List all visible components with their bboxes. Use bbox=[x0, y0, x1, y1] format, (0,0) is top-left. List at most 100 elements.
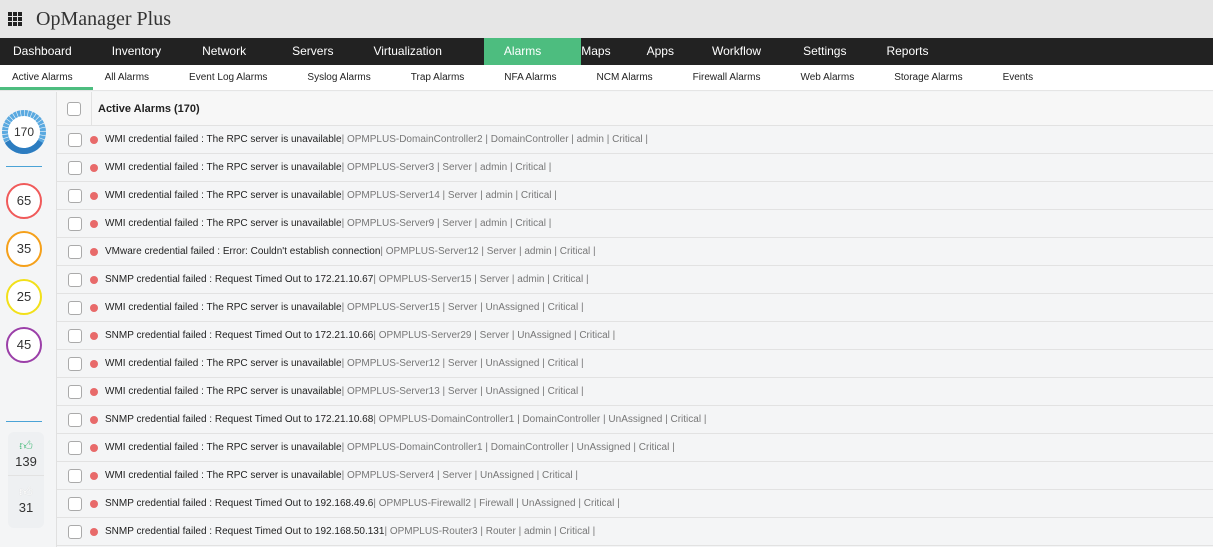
subtab-storage-alarms[interactable]: Storage Alarms bbox=[894, 72, 963, 83]
nav-virtualization[interactable]: Virtualization bbox=[373, 44, 442, 58]
divider bbox=[6, 166, 42, 167]
subtab-active-alarms[interactable]: Active Alarms bbox=[0, 65, 93, 90]
alarm-message[interactable]: WMI credential failed : The RPC server i… bbox=[105, 218, 342, 229]
row-checkbox[interactable] bbox=[68, 356, 82, 371]
nav-maps[interactable]: Maps bbox=[581, 44, 611, 58]
critical-severity-icon bbox=[90, 191, 98, 200]
thumbs-up-outline-icon: 👍︎ bbox=[19, 484, 33, 499]
subtab-syslog-alarms[interactable]: Syslog Alarms bbox=[307, 72, 371, 83]
subtab-nfa-alarms[interactable]: NFA Alarms bbox=[504, 72, 557, 83]
subtab-event-log-alarms[interactable]: Event Log Alarms bbox=[189, 72, 268, 83]
alarm-subnav: Active Alarms All Alarms Event Log Alarms S… bbox=[0, 65, 1213, 91]
nav-servers[interactable]: Servers bbox=[292, 44, 334, 58]
alarm-row[interactable]: SNMP credential failed : Request Timed O… bbox=[57, 518, 1213, 546]
alarm-row[interactable]: SNMP credential failed : Request Timed O… bbox=[57, 406, 1213, 434]
alarm-message[interactable]: WMI credential failed : The RPC server i… bbox=[105, 190, 342, 201]
divider bbox=[6, 421, 42, 422]
app-header: OpManager Plus bbox=[0, 0, 1213, 38]
alarm-message[interactable]: WMI credential failed : The RPC server i… bbox=[105, 302, 342, 313]
alarm-row[interactable]: WMI credential failed : The RPC server i… bbox=[57, 210, 1213, 238]
major-count[interactable]: 35 bbox=[6, 231, 42, 267]
alarm-details: | OPMPLUS-Server15 | Server | admin | Cr… bbox=[373, 274, 589, 285]
unacknowledged[interactable]: 👍︎ 31 bbox=[8, 475, 44, 515]
nav-apps[interactable]: Apps bbox=[646, 44, 674, 58]
critical-count[interactable]: 65 bbox=[6, 183, 42, 219]
alarm-row[interactable]: WMI credential failed : The RPC server i… bbox=[57, 378, 1213, 406]
alarm-row[interactable]: SNMP credential failed : Request Timed O… bbox=[57, 490, 1213, 518]
critical-severity-icon bbox=[90, 527, 98, 536]
alarm-message[interactable]: WMI credential failed : The RPC server i… bbox=[105, 134, 342, 145]
alarm-message[interactable]: WMI credential failed : The RPC server i… bbox=[105, 386, 342, 397]
nav-reports[interactable]: Reports bbox=[886, 44, 929, 58]
total-alarms-donut[interactable]: 170 bbox=[1, 109, 47, 155]
alarm-message[interactable]: SNMP credential failed : Request Timed O… bbox=[105, 274, 374, 285]
alarm-details: | OPMPLUS-DomainController2 | DomainCont… bbox=[341, 134, 649, 145]
critical-severity-icon bbox=[90, 387, 98, 396]
warning-count[interactable]: 45 bbox=[6, 327, 42, 363]
alarm-message[interactable]: WMI credential failed : The RPC server i… bbox=[105, 358, 342, 369]
alarm-message[interactable]: SNMP credential failed : Request Timed O… bbox=[105, 498, 374, 509]
alarm-details: | OPMPLUS-Server12 | Server | admin | Cr… bbox=[380, 246, 596, 257]
row-checkbox[interactable] bbox=[68, 384, 82, 399]
nav-dashboard[interactable]: Dashboard bbox=[13, 44, 72, 58]
subtab-ncm-alarms[interactable]: NCM Alarms bbox=[596, 72, 653, 83]
subtab-trap-alarms[interactable]: Trap Alarms bbox=[410, 72, 465, 83]
row-checkbox[interactable] bbox=[68, 328, 82, 343]
subtab-web-alarms[interactable]: Web Alarms bbox=[800, 72, 855, 83]
nav-settings[interactable]: Settings bbox=[803, 44, 847, 58]
app-title: OpManager Plus bbox=[36, 7, 171, 30]
alarm-row[interactable]: VMware credential failed : Error: Couldn… bbox=[57, 238, 1213, 266]
minor-count[interactable]: 25 bbox=[6, 279, 42, 315]
alarm-message[interactable]: SNMP credential failed : Request Timed O… bbox=[105, 526, 385, 537]
row-checkbox[interactable] bbox=[68, 412, 82, 427]
alarm-details: | OPMPLUS-Router3 | Router | admin | Cri… bbox=[384, 526, 596, 537]
alarm-details: | OPMPLUS-Server3 | Server | admin | Cri… bbox=[341, 162, 552, 173]
alarm-row[interactable]: WMI credential failed : The RPC server i… bbox=[57, 294, 1213, 322]
alarm-list: Active Alarms (170) WMI credential faile… bbox=[57, 91, 1213, 547]
alarm-row[interactable]: WMI credential failed : The RPC server i… bbox=[57, 154, 1213, 182]
row-checkbox[interactable] bbox=[68, 496, 82, 511]
critical-severity-icon bbox=[90, 415, 98, 424]
critical-severity-icon bbox=[90, 471, 98, 480]
ack-panel: 👍︎ 139 👍︎ 31 bbox=[8, 432, 44, 528]
alarm-message[interactable]: SNMP credential failed : Request Timed O… bbox=[105, 414, 374, 425]
row-checkbox[interactable] bbox=[68, 132, 82, 147]
row-checkbox[interactable] bbox=[68, 188, 82, 203]
alarm-row[interactable]: WMI credential failed : The RPC server i… bbox=[57, 462, 1213, 490]
nav-workflow[interactable]: Workflow bbox=[711, 44, 762, 58]
subtab-firewall-alarms[interactable]: Firewall Alarms bbox=[692, 72, 761, 83]
nav-network[interactable]: Network bbox=[202, 44, 247, 58]
alarm-details: | OPMPLUS-Server9 | Server | admin | Cri… bbox=[341, 218, 552, 229]
alarm-row[interactable]: SNMP credential failed : Request Timed O… bbox=[57, 266, 1213, 294]
row-checkbox[interactable] bbox=[68, 524, 82, 539]
nav-inventory[interactable]: Inventory bbox=[111, 44, 162, 58]
row-checkbox[interactable] bbox=[68, 272, 82, 287]
alarm-row[interactable]: WMI credential failed : The RPC server i… bbox=[57, 434, 1213, 462]
subtab-events[interactable]: Events bbox=[1002, 72, 1034, 83]
row-checkbox[interactable] bbox=[68, 468, 82, 483]
critical-severity-icon bbox=[90, 499, 98, 508]
alarm-message[interactable]: WMI credential failed : The RPC server i… bbox=[105, 470, 342, 481]
nav-alarms[interactable]: Alarms bbox=[483, 38, 582, 65]
alarm-message[interactable]: WMI credential failed : The RPC server i… bbox=[105, 162, 342, 173]
alarm-row[interactable]: WMI credential failed : The RPC server i… bbox=[57, 126, 1213, 154]
alarm-message[interactable]: VMware credential failed : Error: Couldn… bbox=[105, 246, 381, 257]
app-grid-icon[interactable] bbox=[8, 11, 23, 27]
acknowledged[interactable]: 👍︎ 139 bbox=[8, 432, 44, 469]
alarm-row[interactable]: WMI credential failed : The RPC server i… bbox=[57, 350, 1213, 378]
critical-severity-icon bbox=[90, 303, 98, 312]
row-checkbox[interactable] bbox=[68, 160, 82, 175]
row-checkbox[interactable] bbox=[68, 300, 82, 315]
alarm-message[interactable]: WMI credential failed : The RPC server i… bbox=[105, 442, 342, 453]
row-checkbox[interactable] bbox=[68, 440, 82, 455]
row-checkbox[interactable] bbox=[68, 244, 82, 259]
alarm-message[interactable]: SNMP credential failed : Request Timed O… bbox=[105, 330, 374, 341]
alarm-row[interactable]: WMI credential failed : The RPC server i… bbox=[57, 182, 1213, 210]
acknowledged-count: 139 bbox=[15, 454, 37, 469]
alarm-row[interactable]: SNMP credential failed : Request Timed O… bbox=[57, 322, 1213, 350]
unacknowledged-count: 31 bbox=[18, 500, 34, 515]
row-checkbox[interactable] bbox=[68, 216, 82, 231]
select-all-checkbox[interactable] bbox=[67, 101, 81, 116]
total-alarms-count: 170 bbox=[14, 125, 34, 139]
subtab-all-alarms[interactable]: All Alarms bbox=[104, 72, 150, 83]
